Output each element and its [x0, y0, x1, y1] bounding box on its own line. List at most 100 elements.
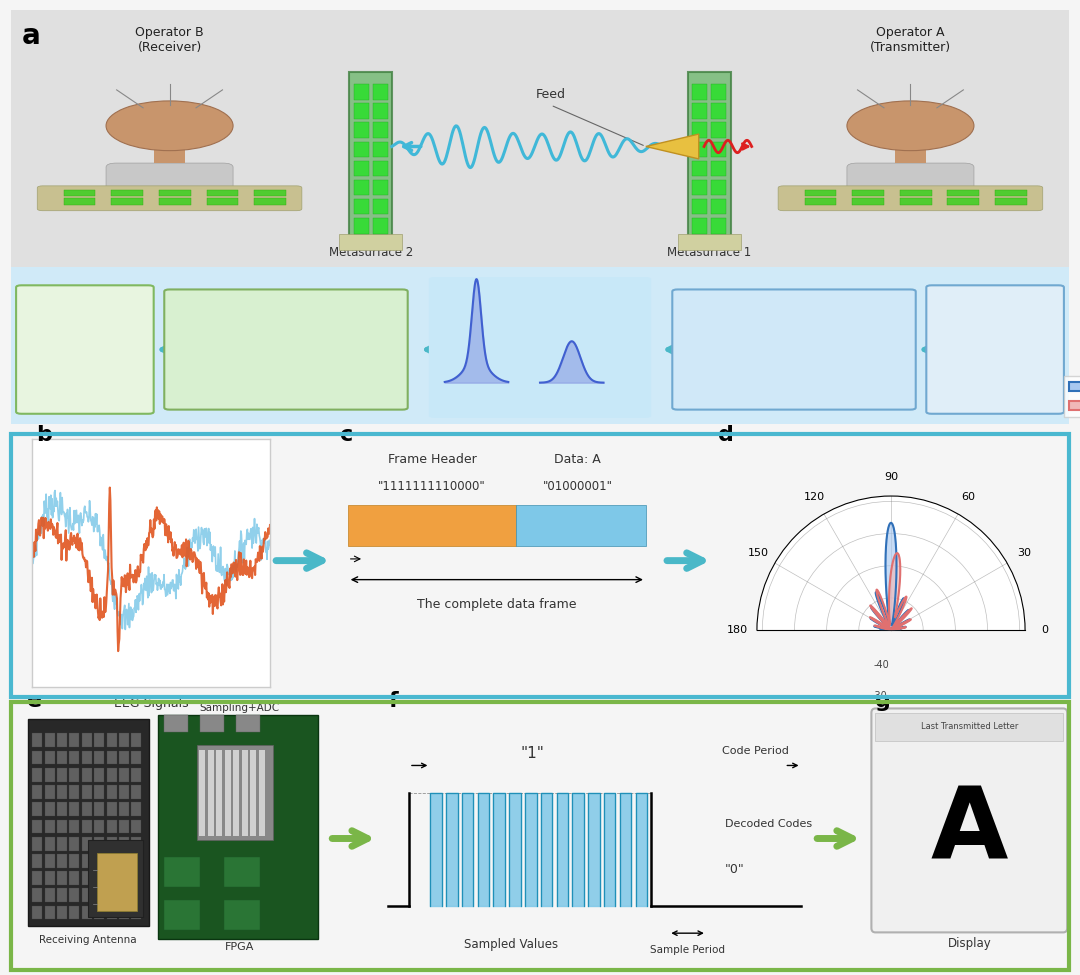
Bar	[354, 199, 368, 214]
Polygon shape	[870, 523, 909, 630]
Text: Display: Display	[947, 937, 991, 950]
Text: Receiving Antenna: Receiving Antenna	[39, 934, 137, 945]
Text: "0": "0"	[725, 863, 744, 877]
Bar	[712, 85, 726, 100]
Text: The complete data frame: The complete data frame	[417, 598, 577, 611]
Bar	[119, 785, 129, 799]
Circle shape	[106, 101, 233, 151]
Bar	[164, 900, 200, 930]
Bar	[57, 768, 67, 782]
Bar	[64, 190, 95, 196]
Bar	[692, 141, 707, 157]
Bar	[805, 198, 836, 205]
Text: -20: -20	[875, 722, 890, 732]
FancyBboxPatch shape	[106, 163, 233, 205]
Bar	[44, 888, 55, 902]
Bar	[354, 103, 368, 119]
Bar	[153, 146, 186, 163]
Bar	[82, 854, 92, 868]
Bar	[28, 720, 149, 926]
Bar	[82, 872, 92, 885]
Text: Pattern 1: Pattern 1	[453, 398, 500, 408]
Bar	[119, 820, 129, 834]
Bar	[32, 820, 42, 834]
Bar	[373, 85, 388, 100]
Bar	[32, 854, 42, 868]
Circle shape	[847, 101, 974, 151]
Bar	[947, 198, 980, 205]
Text: EEG Signals: EEG Signals	[113, 697, 189, 711]
Text: Data: A: Data: A	[554, 453, 602, 466]
Bar	[712, 217, 726, 234]
Bar	[111, 190, 144, 196]
Bar	[107, 872, 117, 885]
Text: Sampled Values: Sampled Values	[464, 938, 558, 951]
Bar	[350, 72, 392, 238]
Text: "01000001": "01000001"	[543, 480, 612, 493]
Bar	[11, 267, 1069, 424]
Bar	[32, 906, 42, 919]
Bar	[82, 768, 92, 782]
Text: Feed: Feed	[536, 88, 566, 101]
Bar	[94, 872, 104, 885]
Bar	[712, 161, 726, 176]
Bar	[692, 161, 707, 176]
Bar	[348, 505, 516, 546]
FancyBboxPatch shape	[16, 286, 153, 413]
Bar	[57, 820, 67, 834]
Bar	[32, 872, 42, 885]
Bar	[712, 123, 726, 138]
Bar	[82, 820, 92, 834]
Bar	[354, 179, 368, 195]
Text: "A": "A"	[73, 351, 96, 365]
Bar	[225, 750, 231, 837]
Bar	[373, 141, 388, 157]
Bar	[69, 837, 79, 850]
Bar	[200, 715, 225, 732]
Text: Binary Codes: Binary Codes	[751, 306, 838, 319]
Text: Pattern 0: Pattern 0	[548, 398, 595, 408]
Bar	[69, 820, 79, 834]
Bar	[97, 853, 136, 911]
Polygon shape	[646, 134, 699, 159]
Bar	[69, 751, 79, 764]
FancyBboxPatch shape	[847, 163, 974, 205]
Text: Text:: Text:	[981, 310, 1010, 323]
Bar	[69, 872, 79, 885]
FancyBboxPatch shape	[672, 290, 916, 410]
Bar	[44, 837, 55, 850]
Bar	[94, 888, 104, 902]
Bar	[57, 906, 67, 919]
Bar	[692, 199, 707, 214]
Bar	[216, 750, 222, 837]
Bar	[69, 802, 79, 816]
Text: Frame Header: Frame Header	[388, 453, 476, 466]
Bar	[44, 820, 55, 834]
Text: -10: -10	[883, 753, 899, 762]
Bar	[57, 837, 67, 850]
Bar	[107, 820, 117, 834]
Bar	[89, 839, 143, 917]
Bar	[107, 785, 117, 799]
Bar	[692, 217, 707, 234]
Text: "11001100...": "11001100..."	[245, 351, 327, 365]
Bar	[94, 751, 104, 764]
Bar	[712, 199, 726, 214]
Bar	[119, 837, 129, 850]
Bar	[44, 906, 55, 919]
Bar	[373, 179, 388, 195]
Bar	[107, 768, 117, 782]
Bar	[32, 751, 42, 764]
Bar	[712, 179, 726, 195]
Bar	[69, 733, 79, 747]
Bar	[159, 190, 191, 196]
Bar	[692, 85, 707, 100]
Bar	[107, 837, 117, 850]
Bar	[82, 888, 92, 902]
Bar	[164, 857, 200, 887]
Bar	[852, 190, 883, 196]
Text: b: b	[36, 425, 52, 445]
Bar	[225, 857, 260, 887]
Bar	[207, 750, 214, 837]
FancyBboxPatch shape	[927, 286, 1064, 413]
